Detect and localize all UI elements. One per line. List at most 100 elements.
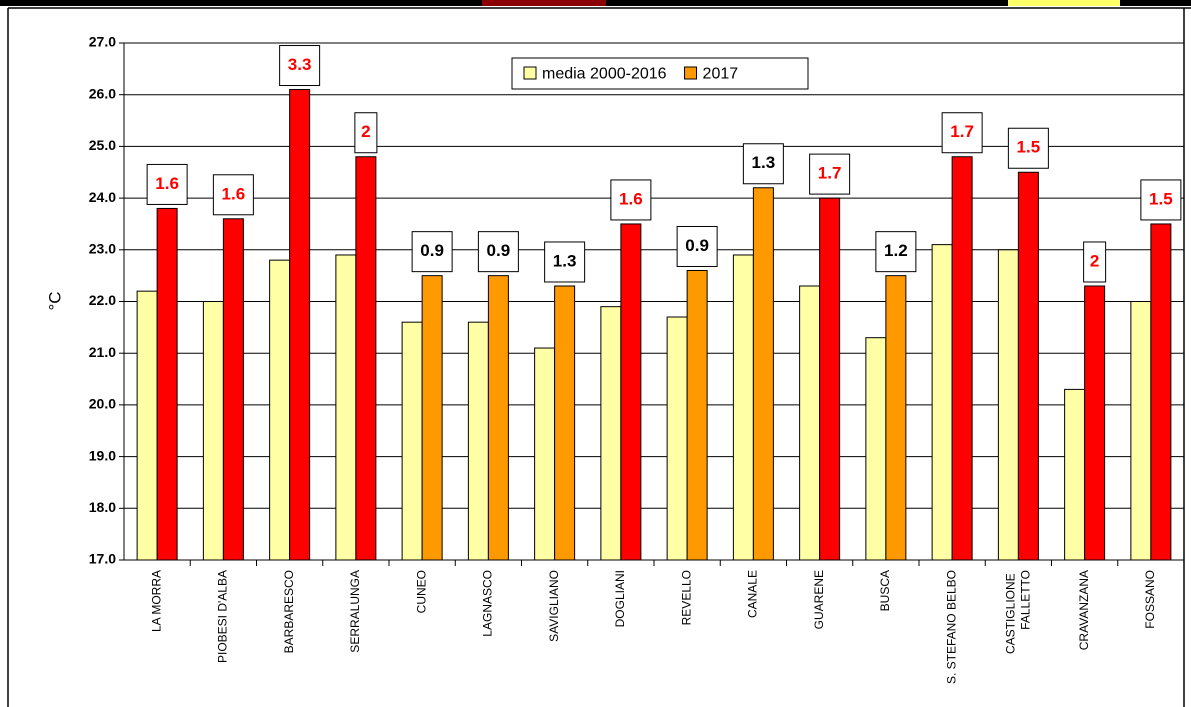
bar	[819, 197, 841, 561]
bar	[289, 89, 311, 561]
bar	[666, 316, 688, 561]
anomaly-label: 2	[1090, 251, 1099, 270]
legend-swatch	[523, 66, 537, 80]
top-cell	[482, 0, 606, 6]
y-tick-label: 26.0	[89, 85, 116, 101]
bar	[732, 254, 754, 561]
anomaly-label: 3.3	[288, 55, 312, 74]
x-tick-label: DOGLIANI	[613, 570, 627, 627]
x-tick-label-line: CASTIGLIONE	[1004, 570, 1018, 654]
y-tick-label: 25.0	[89, 137, 116, 153]
x-tick-label: GUARENE	[812, 570, 826, 629]
bar	[799, 285, 821, 561]
bar	[222, 218, 244, 561]
bar	[600, 306, 622, 561]
anomaly-label: 1.6	[619, 189, 643, 208]
anomaly-label: 1.3	[752, 153, 776, 172]
legend-label: media 2000-2016	[542, 66, 667, 83]
label-box	[809, 153, 851, 195]
label-box	[1083, 241, 1107, 283]
label-box	[544, 241, 586, 283]
anomaly-label: 1.3	[553, 251, 577, 270]
bar	[156, 207, 178, 561]
bar	[467, 321, 489, 561]
bar	[355, 156, 377, 561]
x-tick-label: SERRALUNGA	[348, 570, 362, 653]
x-tick-label: CUNEO	[414, 570, 428, 613]
bar	[1017, 171, 1039, 561]
label-box	[146, 163, 188, 205]
label-box	[354, 112, 378, 154]
x-tick-label: BARBARESCO	[282, 570, 296, 653]
label-box	[941, 112, 983, 154]
bar	[1150, 223, 1172, 561]
bar	[335, 254, 357, 561]
legend-swatch	[684, 66, 698, 80]
x-tick-label: CASTIGLIONE FALLETTO	[1004, 570, 1033, 654]
x-tick-label: LAGNASCO	[481, 570, 495, 637]
bar	[620, 223, 642, 561]
anomaly-label: 1.6	[222, 184, 246, 203]
label-box	[411, 231, 453, 273]
label-box	[875, 231, 917, 273]
label-box	[1007, 127, 1049, 169]
x-tick-label: LA MORRA	[149, 570, 163, 632]
y-tick-label: 17.0	[89, 551, 116, 567]
bar	[401, 321, 423, 561]
y-tick-label: 22.0	[89, 292, 116, 308]
bar	[202, 301, 224, 561]
x-tick-label: PIOBESI D'ALBA	[216, 570, 230, 663]
bar	[885, 275, 907, 561]
anomaly-label: 1.7	[818, 164, 842, 183]
y-tick-label: 23.0	[89, 241, 116, 257]
bar	[1064, 388, 1086, 561]
x-tick-label: CANALE	[746, 570, 760, 618]
anomaly-label: 0.9	[487, 241, 511, 260]
anomaly-label: 0.9	[685, 236, 709, 255]
bar	[686, 269, 708, 561]
legend-label: 2017	[703, 66, 739, 83]
y-tick-label: 24.0	[89, 189, 116, 205]
label-box	[477, 231, 519, 273]
legend-box	[511, 57, 809, 90]
anomaly-label: 2	[361, 122, 370, 141]
bar	[421, 275, 443, 561]
bar	[1084, 285, 1106, 561]
bar	[554, 285, 576, 561]
label-box	[1140, 179, 1182, 221]
bar	[752, 187, 774, 561]
y-tick-label: 27.0	[89, 34, 116, 50]
anomaly-label: 1.5	[1017, 138, 1041, 157]
bar	[269, 259, 291, 561]
y-axis-label: °C	[45, 291, 64, 310]
x-tick-label: CRAVANZANA	[1077, 570, 1091, 650]
y-tick-label: 18.0	[89, 499, 116, 515]
x-tick-label: FOSSANO	[1143, 570, 1157, 629]
label-box	[610, 179, 652, 221]
label-box	[212, 174, 254, 216]
x-tick-label: SAVIGLIANO	[547, 570, 561, 642]
anomaly-label: 1.2	[884, 241, 908, 260]
bar	[997, 249, 1019, 561]
bar	[1130, 301, 1152, 561]
bar	[931, 244, 953, 561]
label-box	[279, 45, 321, 87]
bar	[951, 156, 973, 561]
anomaly-label: 1.7	[950, 122, 974, 141]
x-tick-label: BUSCA	[878, 570, 892, 611]
label-box	[742, 143, 784, 185]
x-tick-label: S. STEFANO BELBO	[944, 570, 958, 684]
bar	[534, 347, 556, 561]
x-tick-label-line: FALLETTO	[1019, 570, 1033, 630]
label-box	[676, 225, 718, 267]
bar	[136, 290, 158, 561]
anomaly-label: 1.6	[155, 174, 179, 193]
top-cell	[1008, 0, 1120, 6]
x-tick-label: REVELLO	[679, 570, 693, 625]
anomaly-label: 0.9	[420, 241, 444, 260]
y-tick-label: 21.0	[89, 344, 116, 360]
anomaly-label: 1.5	[1149, 189, 1173, 208]
bar	[865, 337, 887, 561]
y-tick-label: 20.0	[89, 396, 116, 412]
